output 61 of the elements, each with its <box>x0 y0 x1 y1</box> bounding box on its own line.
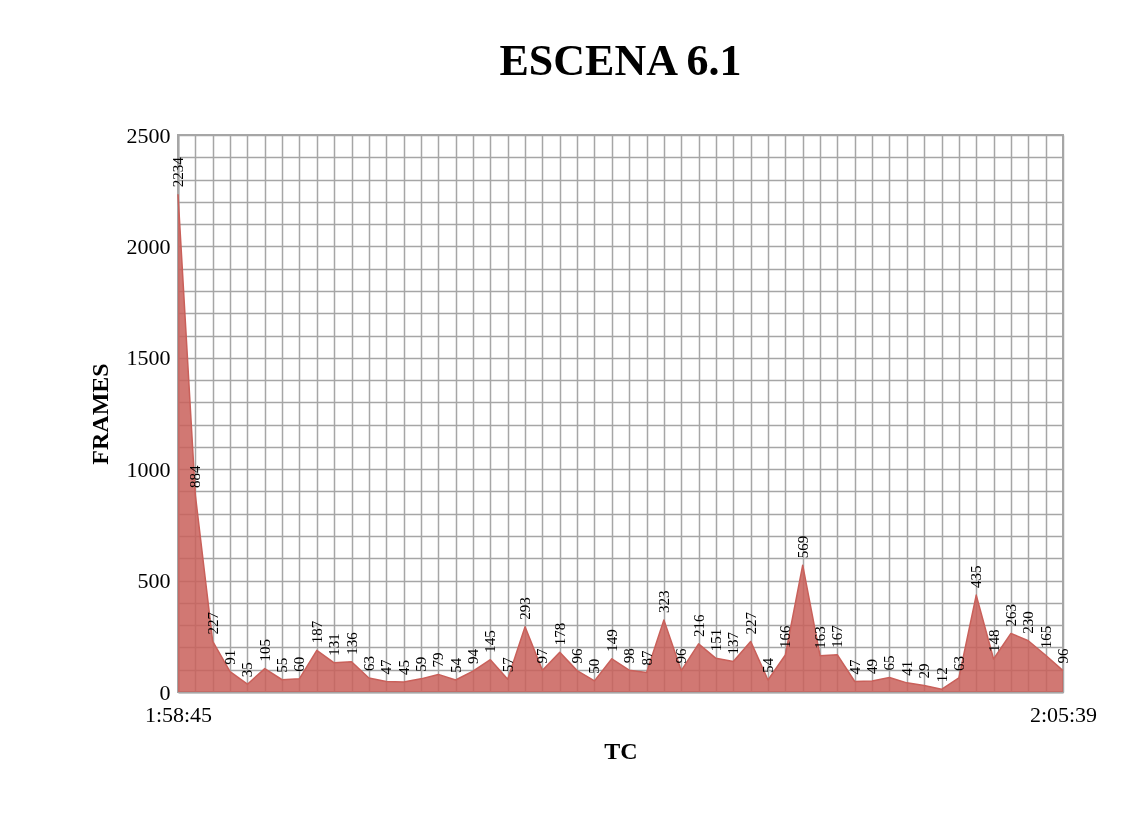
data-label: 163 <box>812 626 829 649</box>
data-label: 94 <box>465 648 481 665</box>
data-label: 12 <box>933 667 950 683</box>
data-label: 136 <box>343 631 360 655</box>
data-label: 65 <box>881 655 898 671</box>
data-label: 230 <box>1020 611 1037 634</box>
data-label: 569 <box>794 535 811 559</box>
data-label: 165 <box>1037 625 1054 649</box>
x-tick-label: 2:05:39 <box>1029 701 1098 727</box>
data-label: 98 <box>621 648 638 664</box>
data-label: 227 <box>742 611 759 635</box>
data-label: 2234 <box>170 156 186 188</box>
data-label: 49 <box>864 659 881 675</box>
data-label: 884 <box>187 465 204 489</box>
y-tick-label: 500 <box>137 568 171 594</box>
data-label: 323 <box>655 590 672 614</box>
data-label: 47 <box>846 659 863 675</box>
data-label: 145 <box>482 630 499 653</box>
x-axis-title: TC <box>604 737 638 764</box>
data-label: 35 <box>239 662 256 678</box>
data-label: 41 <box>898 660 915 676</box>
data-label: 45 <box>395 659 412 675</box>
data-label: 137 <box>725 631 742 655</box>
data-label: 50 <box>586 658 603 674</box>
data-label: 47 <box>378 659 395 675</box>
data-label: 131 <box>326 633 343 656</box>
data-label: 148 <box>985 629 1002 653</box>
y-axis-title: FRAMES <box>86 363 113 465</box>
data-label: 63 <box>360 655 377 671</box>
y-tick-label: 2500 <box>126 122 171 148</box>
data-label: 435 <box>968 565 985 589</box>
y-tick-label: 1000 <box>126 456 171 482</box>
data-label: 187 <box>308 620 325 644</box>
data-label: 216 <box>690 613 707 637</box>
data-label: 59 <box>412 656 429 672</box>
data-label: 167 <box>829 624 846 648</box>
data-label: 96 <box>1055 648 1071 664</box>
data-label: 96 <box>673 648 690 664</box>
data-label: 91 <box>222 649 239 665</box>
data-label: 166 <box>777 625 794 649</box>
data-label: 293 <box>517 597 534 620</box>
data-label: 63 <box>950 655 967 671</box>
y-tick-label: 1500 <box>126 345 171 371</box>
data-label: 54 <box>760 657 776 673</box>
y-tick-label: 2000 <box>126 233 171 259</box>
data-label: 178 <box>551 622 568 646</box>
data-label: 55 <box>274 657 291 673</box>
data-label: 149 <box>603 629 620 652</box>
data-label: 54 <box>447 657 464 673</box>
data-label: 87 <box>638 650 655 666</box>
data-label: 96 <box>569 648 586 664</box>
data-label: 57 <box>499 656 516 673</box>
data-label: 227 <box>204 611 221 635</box>
chart-title: ESCENA 6.1 <box>499 36 742 85</box>
data-label: 29 <box>916 663 933 679</box>
data-label: 263 <box>1002 603 1019 627</box>
data-label: 151 <box>707 628 724 652</box>
data-label: 105 <box>256 639 273 662</box>
data-label: 79 <box>430 652 447 668</box>
data-label: 60 <box>291 656 308 672</box>
data-label: 97 <box>534 647 551 664</box>
